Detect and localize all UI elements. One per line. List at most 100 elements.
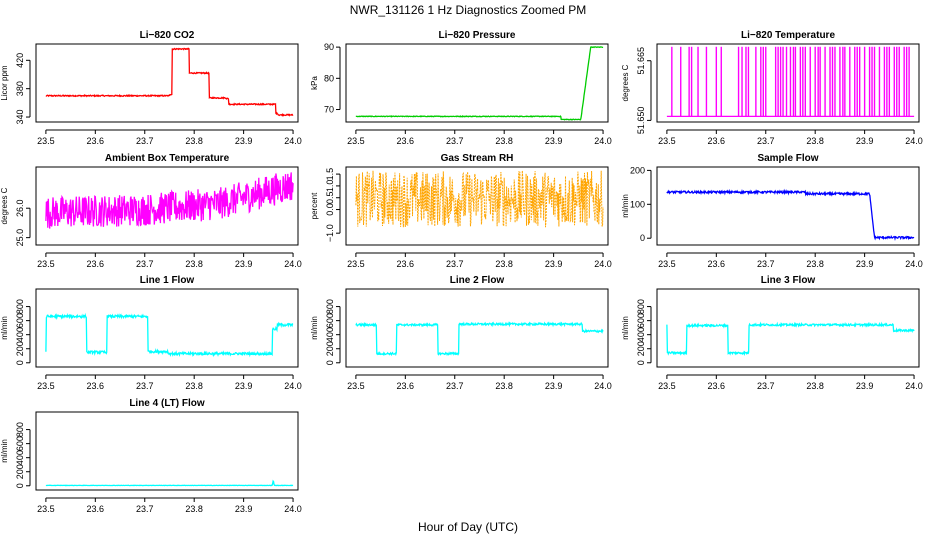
co2-ylabel: Licor ppm xyxy=(0,65,9,100)
rh-plot-frame xyxy=(345,166,609,246)
line1-xtick-label: 23.6 xyxy=(87,381,105,391)
pressure-series-line xyxy=(355,46,604,121)
line2-ytick-label: 800 xyxy=(325,299,335,314)
line3-ytick-label: 800 xyxy=(636,299,646,314)
boxtemp-xtick-label: 23.7 xyxy=(136,259,154,269)
rh-xtick-label: 23.8 xyxy=(495,259,513,269)
temp-ylabel: degrees C xyxy=(621,64,630,101)
line4-xtick-label: 23.6 xyxy=(87,504,105,514)
line3-ytick-label: 0 xyxy=(636,360,646,365)
line2-ytick-label: 200 xyxy=(325,341,335,356)
figure-xlabel: Hour of Day (UTC) xyxy=(418,520,518,534)
line3-ylabel: ml/min xyxy=(621,316,630,340)
line4-xtick-label: 24.0 xyxy=(284,504,302,514)
boxtemp-xtick-label: 23.9 xyxy=(235,259,253,269)
rh-ytick-label: 0.5 xyxy=(325,191,335,204)
line4-ytick-label: 200 xyxy=(15,464,25,479)
line1-xtick-label: 23.9 xyxy=(235,381,253,391)
sampleflow-title: Sample Flow xyxy=(757,153,818,164)
pressure-ytick-label: 90 xyxy=(324,42,334,52)
rh-ytick-label: −1.0 xyxy=(325,224,335,242)
boxtemp-plot-frame xyxy=(35,166,299,246)
line1-ytick-label: 0 xyxy=(15,360,25,365)
line4-xtick-label: 23.5 xyxy=(37,504,55,514)
panel-line4: Line 4 (LT) Flow ml/min 23.5 23.6 23.7 23.8 23… xyxy=(0,398,302,514)
co2-xtick-label: 23.8 xyxy=(185,136,203,146)
rh-ytick-label: 1.0 xyxy=(325,180,335,193)
line1-title: Line 1 Flow xyxy=(140,275,195,286)
pressure-ytick-label: 70 xyxy=(324,105,334,115)
temp-xtick-label: 23.6 xyxy=(708,136,726,146)
temp-ytick-label: 51.665 xyxy=(636,47,646,75)
line3-plot-frame xyxy=(656,288,920,368)
line2-ytick-label: 0 xyxy=(325,360,335,365)
boxtemp-xtick-label: 23.5 xyxy=(37,259,55,269)
rh-xtick-label: 23.7 xyxy=(446,259,464,269)
boxtemp-title: Ambient Box Temperature xyxy=(105,153,230,164)
figure-title: NWR_131126 1 Hz Diagnostics Zoomed PM xyxy=(350,3,587,17)
sampleflow-xtick-label: 23.6 xyxy=(708,259,726,269)
boxtemp-ytick-label: 26.0 xyxy=(15,199,25,217)
temp-xtick-label: 23.7 xyxy=(757,136,775,146)
line2-ytick-label: 600 xyxy=(325,313,335,328)
rh-xtick-label: 23.5 xyxy=(347,259,365,269)
boxtemp-xtick-label: 23.8 xyxy=(185,259,203,269)
line4-xtick-label: 23.9 xyxy=(235,504,253,514)
temp-title: Li−820 Temperature xyxy=(741,30,835,41)
sampleflow-xtick-label: 23.8 xyxy=(806,259,824,269)
panel-boxtemp: Ambient Box Temperature degrees C 23.5 23.6… xyxy=(0,153,302,269)
line4-xtick-label: 23.8 xyxy=(185,504,203,514)
line4-ylabel: ml/min xyxy=(0,439,9,463)
temp-ytick-label: 51.650 xyxy=(636,107,646,135)
temp-xtick-label: 23.5 xyxy=(658,136,676,146)
co2-xtick-label: 23.7 xyxy=(136,136,154,146)
line3-xtick-label: 23.8 xyxy=(806,381,824,391)
panel-line2: Line 2 Flow ml/min 23.5 23.6 23.7 23.8 23.9 24.… xyxy=(310,275,612,391)
co2-series-line xyxy=(45,47,294,117)
temp-xtick-label: 23.9 xyxy=(856,136,874,146)
boxtemp-xtick-label: 23.6 xyxy=(87,259,105,269)
panels: Li−820 CO2 Licor ppm 23.5 23.6 23.7 23.8 23.9 2… xyxy=(0,30,923,514)
line1-ytick-label: 600 xyxy=(15,313,25,328)
line4-title: Line 4 (LT) Flow xyxy=(129,398,205,409)
rh-ytick-label: 0.0 xyxy=(325,203,335,216)
boxtemp-xtick-label: 24.0 xyxy=(284,259,302,269)
line4-ytick-label: 400 xyxy=(15,450,25,465)
line3-xtick-label: 23.5 xyxy=(658,381,676,391)
line1-ytick-label: 800 xyxy=(15,299,25,314)
panel-temp: Li−820 Temperature degrees C 23.5 23.6 23.7 2… xyxy=(621,30,923,146)
sampleflow-series-line xyxy=(666,188,915,241)
line2-xtick-label: 23.6 xyxy=(397,381,415,391)
line2-ylabel: ml/min xyxy=(310,316,319,340)
co2-ytick-label: 420 xyxy=(15,53,25,68)
panel-line3: Line 3 Flow ml/min 23.5 23.6 23.7 23.8 23.9 24.… xyxy=(621,275,923,391)
line4-plot-frame xyxy=(35,411,299,491)
line4-series-line xyxy=(45,479,294,487)
rh-xtick-label: 24.0 xyxy=(594,259,612,269)
sampleflow-xtick-label: 24.0 xyxy=(905,259,923,269)
boxtemp-ytick-label: 25.0 xyxy=(15,229,25,247)
line4-ytick-label: 0 xyxy=(15,483,25,488)
panel-rh: Gas Stream RH percent 23.5 23.6 23.7 23.8 23.9… xyxy=(310,153,612,269)
pressure-ytick-label: 80 xyxy=(324,73,334,83)
panel-line1: Line 1 Flow ml/min 23.5 23.6 23.7 23.8 23.9 24.… xyxy=(0,275,302,391)
rh-title: Gas Stream RH xyxy=(441,153,514,164)
sampleflow-ytick-label: 100 xyxy=(630,199,645,209)
co2-title: Li−820 CO2 xyxy=(140,30,195,41)
line4-ytick-label: 800 xyxy=(15,422,25,437)
rh-ytick-label: 1.5 xyxy=(325,168,335,181)
line3-xtick-label: 23.6 xyxy=(708,381,726,391)
pressure-plot-frame xyxy=(345,43,609,123)
line3-series-line xyxy=(666,321,915,357)
line4-ytick-label: 600 xyxy=(15,436,25,451)
line2-xtick-label: 23.7 xyxy=(446,381,464,391)
pressure-xtick-label: 24.0 xyxy=(594,136,612,146)
boxtemp-series-line xyxy=(45,172,294,229)
rh-xtick-label: 23.6 xyxy=(397,259,415,269)
line1-xtick-label: 23.7 xyxy=(136,381,154,391)
line2-title: Line 2 Flow xyxy=(450,275,505,286)
line3-xtick-label: 23.9 xyxy=(856,381,874,391)
line1-plot-frame xyxy=(35,288,299,368)
line1-xtick-label: 24.0 xyxy=(284,381,302,391)
line3-xtick-label: 23.7 xyxy=(757,381,775,391)
